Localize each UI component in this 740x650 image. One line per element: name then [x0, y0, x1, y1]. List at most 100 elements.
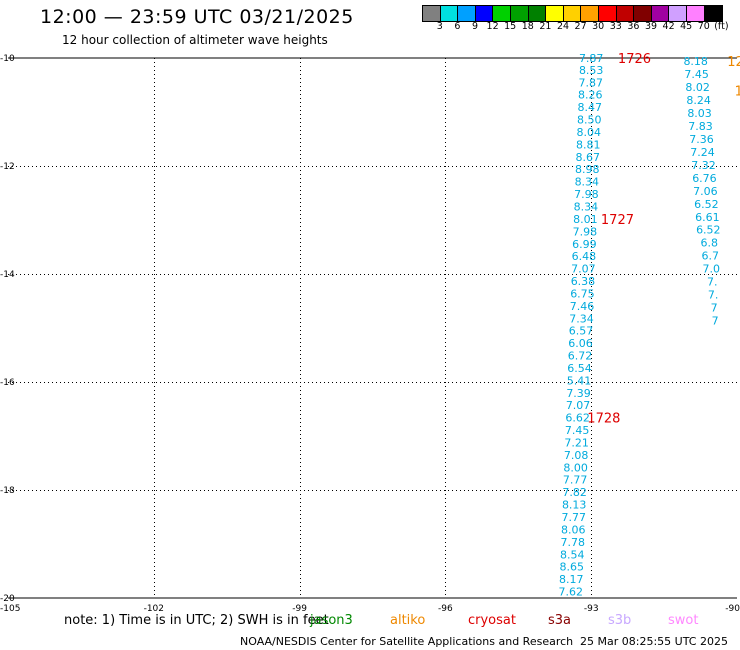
- wave-height-point: 8.34: [574, 201, 599, 214]
- colorbar-swatch: [686, 6, 705, 21]
- wave-height-point: 8.98: [575, 163, 600, 176]
- wave-height-point: 7.78: [560, 536, 585, 549]
- wave-height-point: 6.7: [702, 250, 720, 263]
- wave-height-point: 8.65: [560, 561, 585, 574]
- wave-height-point: 6.61: [695, 211, 720, 224]
- wave-height-point: 6.75: [570, 287, 595, 300]
- wave-height-point: 6.54: [567, 362, 592, 375]
- wave-height-point: 7.07: [566, 399, 591, 412]
- mission-s3b: s3b: [608, 613, 632, 628]
- colorbar-swatch: [598, 6, 617, 21]
- colorbar-label: 27: [574, 21, 587, 32]
- wave-height-point: 7.07: [571, 263, 596, 276]
- latitude-tick-label: -14: [0, 270, 15, 280]
- page-title: 12:00 — 23:59 UTC 03/21/2025: [40, 6, 354, 28]
- mission-s3a: s3a: [548, 613, 572, 628]
- wave-height-point: 7.21: [564, 436, 589, 449]
- wave-height-point: 7.: [707, 276, 718, 289]
- longitude-tick-label: -96: [438, 604, 453, 614]
- colorbar-swatch: [528, 6, 547, 21]
- colorbar-swatch: [510, 6, 529, 21]
- wave-height-point: 7.82: [562, 486, 587, 499]
- colorbar-label: 45: [680, 21, 693, 32]
- generation-timestamp: 25 Mar 08:25:55 UTC 2025: [580, 635, 728, 648]
- colorbar-swatch: [546, 6, 564, 21]
- colorbar-swatch: [616, 6, 635, 21]
- wave-height-point: 7.24: [690, 146, 715, 159]
- mission-altiko: altiko: [390, 613, 426, 628]
- wave-height-point: 5.41: [567, 374, 592, 387]
- wave-height-point: 8.03: [687, 107, 712, 120]
- colorbar-swatch: [651, 6, 670, 21]
- wave-height-point: 7.87: [579, 52, 604, 65]
- colorbar-label: 24: [556, 21, 570, 32]
- colorbar-label: 39: [644, 21, 658, 32]
- longitude-tick-label: -90: [725, 604, 740, 614]
- wave-height-point: 8.50: [577, 114, 602, 127]
- wave-height-point: 7.0: [702, 263, 720, 276]
- wave-height-point: 6.48: [572, 250, 597, 263]
- wave-height-point: 8.54: [560, 548, 585, 561]
- colorbar-swatch: [475, 6, 494, 21]
- wave-height-point: 6.8: [701, 237, 719, 250]
- colorbar-swatch: [634, 6, 652, 21]
- colorbar-swatch: [440, 6, 459, 21]
- wave-height-point: 8.26: [578, 89, 603, 102]
- wave-height-point: 7.06: [693, 185, 718, 198]
- latitude-tick-label: -10: [0, 54, 15, 64]
- wave-height-point: 7.32: [691, 159, 716, 172]
- wave-height-point: 7.77: [561, 511, 586, 524]
- wave-height-point: 7.45: [684, 68, 709, 81]
- longitude-tick-label: -93: [584, 604, 599, 614]
- wave-height-point: 7.39: [566, 387, 591, 400]
- mission-swot: swot: [668, 613, 699, 628]
- wave-height-point: 8.17: [559, 573, 584, 586]
- wave-height-point: 7.46: [570, 300, 595, 313]
- colorbar-swatch: [563, 6, 582, 21]
- wave-height-point: 8.04: [577, 126, 602, 139]
- colorbar-label: 15: [504, 21, 517, 32]
- mission-jason3: jason3: [310, 613, 353, 628]
- wave-height-point: 7.83: [688, 120, 713, 133]
- wave-height-colorbar: [422, 5, 724, 22]
- colorbar-swatch: [581, 6, 599, 21]
- wave-height-point: 7.: [708, 289, 719, 302]
- wave-height-point: 7.98: [574, 188, 599, 201]
- wave-height-point: 8.67: [576, 151, 601, 164]
- wave-height-point: 8.53: [579, 64, 604, 77]
- wave-height-point: 7.98: [573, 225, 598, 238]
- wave-height-point: 7.77: [563, 474, 588, 487]
- wave-height-point: 6.76: [692, 172, 717, 185]
- pass-time-labels: 1726 1727 1728 120 12: [587, 52, 740, 427]
- mission-cryosat: cryosat: [468, 613, 516, 628]
- map-subtitle: 12 hour collection of altimeter wave hei…: [62, 33, 328, 47]
- wave-height-point: 7.36: [689, 133, 714, 146]
- latitude-tick-label: -18: [0, 486, 15, 496]
- wave-height-point: 6.72: [568, 350, 593, 363]
- colorbar-label: 3: [436, 21, 443, 32]
- wave-height-point: 6.57: [569, 325, 594, 338]
- wave-height-point: 7.45: [565, 424, 590, 437]
- colorbar-label: 18: [521, 21, 534, 32]
- colorbar-swatch: [423, 6, 441, 21]
- colorbar-label: 12: [486, 21, 499, 32]
- wave-height-point: 6.99: [572, 238, 597, 251]
- wave-height-point: 8.34: [575, 176, 600, 189]
- wave-height-point: 7.87: [578, 76, 603, 89]
- wave-height-point: 7.34: [569, 312, 594, 325]
- wave-height-point: 8.81: [576, 138, 601, 151]
- longitude-tick-label: -105: [0, 604, 20, 614]
- pass-time-label: 1726: [618, 52, 651, 67]
- wave-height-point: 8.00: [563, 461, 588, 474]
- latitude-tick-label: -16: [0, 378, 15, 388]
- colorbar-swatch: [493, 6, 511, 21]
- colorbar-label: 6: [454, 21, 461, 32]
- colorbar-swatch: [704, 6, 723, 21]
- wave-height-point: 6.52: [696, 224, 721, 237]
- wave-height-point: 6.38: [571, 275, 596, 288]
- wave-height-point: 8.18: [683, 55, 708, 68]
- latitude-tick-label: -20: [0, 594, 15, 604]
- wave-height-point: 7.62: [559, 586, 584, 599]
- altimeter-tracks: 7.878.537.878.268.478.508.048.818.678.98…: [559, 52, 721, 599]
